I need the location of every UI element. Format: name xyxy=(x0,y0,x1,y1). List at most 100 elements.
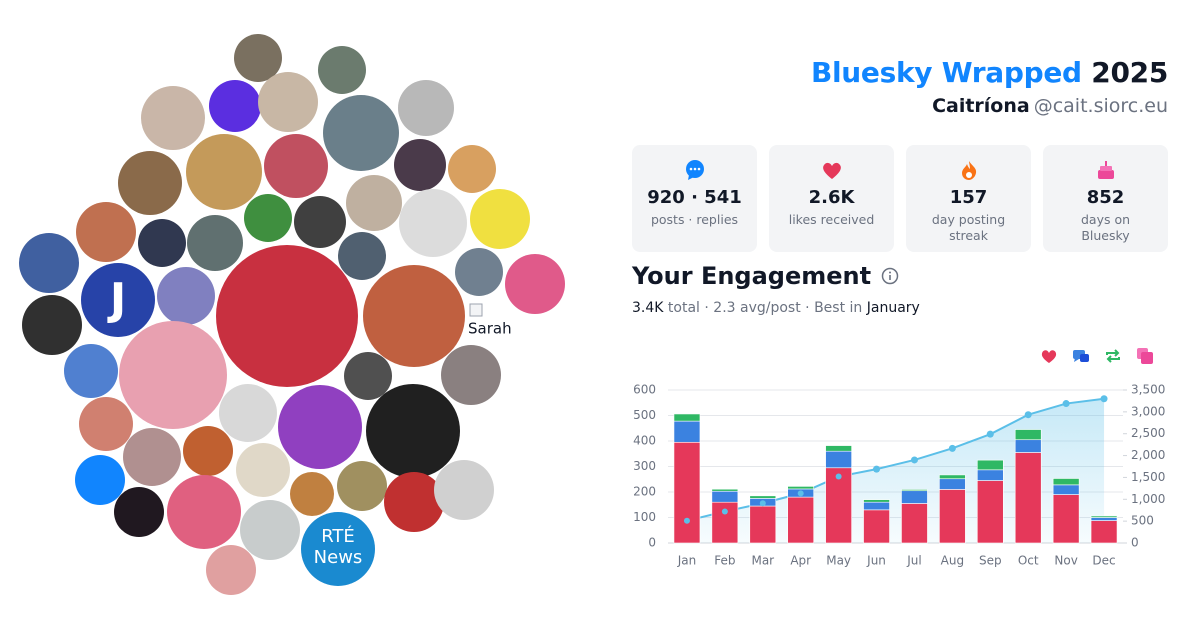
cumulative-point xyxy=(683,517,690,524)
legend-reposts[interactable] xyxy=(1104,347,1122,365)
avatar[interactable] xyxy=(470,189,530,249)
avatar[interactable] xyxy=(323,95,399,171)
bar-segment xyxy=(1090,517,1118,521)
avatar[interactable] xyxy=(186,134,262,210)
bar-segment xyxy=(976,469,1004,481)
avatar[interactable] xyxy=(19,233,79,293)
user: Caitríona @cait.siorc.eu xyxy=(811,95,1168,117)
bar-segment xyxy=(939,474,966,480)
y2-tick-label: 3,500 xyxy=(1131,383,1165,397)
avatar[interactable] xyxy=(258,72,318,132)
total-label: total xyxy=(667,300,700,316)
icon xyxy=(685,160,704,180)
best-label: Best in xyxy=(814,300,863,316)
cumulative-point xyxy=(1025,411,1032,418)
avatar[interactable] xyxy=(278,385,362,469)
bar-segment xyxy=(939,478,966,490)
icon xyxy=(961,161,976,180)
year: 2025 xyxy=(1091,56,1168,89)
legend-likes[interactable] xyxy=(1040,347,1058,365)
avatar[interactable] xyxy=(234,34,282,82)
handle[interactable]: @cait.siorc.eu xyxy=(1033,95,1168,117)
stat-label: days on Bluesky xyxy=(1080,212,1131,243)
legend-replies[interactable] xyxy=(1072,347,1090,365)
avatar[interactable] xyxy=(141,86,205,150)
avatar[interactable] xyxy=(209,80,261,132)
display-name: Caitríona xyxy=(932,95,1030,117)
avatar[interactable] xyxy=(344,352,392,400)
avatar[interactable] xyxy=(206,545,256,595)
engagement-section: Your Engagement 3.4K total · 2.3 avg/pos… xyxy=(632,262,920,316)
avatar[interactable] xyxy=(119,321,227,429)
y-tick-label: 100 xyxy=(633,510,656,524)
x-tick-label: Dec xyxy=(1092,554,1115,568)
info-icon[interactable] xyxy=(881,267,899,285)
avatar[interactable] xyxy=(216,245,358,387)
avatar[interactable] xyxy=(75,455,125,505)
avatar[interactable] xyxy=(294,196,346,248)
y-tick-label: 500 xyxy=(633,408,656,422)
avatar[interactable] xyxy=(114,487,164,537)
avatar[interactable] xyxy=(167,475,241,549)
y2-tick-label: 1,000 xyxy=(1131,492,1165,506)
bar-segment xyxy=(673,441,701,544)
bar-segment xyxy=(1090,520,1118,544)
y2-tick-label: 2,500 xyxy=(1131,426,1165,440)
avatar[interactable] xyxy=(338,232,386,280)
bar-segment xyxy=(1014,429,1042,441)
avatar[interactable] xyxy=(399,189,467,257)
x-tick-label: May xyxy=(826,554,851,568)
bar-segment xyxy=(1014,439,1042,453)
avatar[interactable] xyxy=(318,46,366,94)
bar-segment xyxy=(825,450,852,469)
avatar[interactable] xyxy=(123,428,181,486)
avatar[interactable] xyxy=(244,194,292,242)
avatar[interactable] xyxy=(394,139,446,191)
avatar[interactable] xyxy=(384,472,444,532)
avatar[interactable] xyxy=(138,219,186,267)
avatar[interactable] xyxy=(157,267,215,325)
legend-quotes[interactable] xyxy=(1136,347,1154,365)
x-tick-label: Feb xyxy=(714,554,735,568)
avatar[interactable] xyxy=(398,80,454,136)
avatar[interactable] xyxy=(363,265,465,367)
avatar[interactable] xyxy=(76,202,136,262)
avatar[interactable] xyxy=(236,443,290,497)
avatar[interactable] xyxy=(366,384,460,478)
cumulative-point xyxy=(721,508,728,515)
avatar[interactable] xyxy=(240,500,300,560)
y2-tick-label: 3,000 xyxy=(1131,404,1165,418)
avatar[interactable] xyxy=(301,512,375,586)
avatar[interactable] xyxy=(187,215,243,271)
cumulative-point xyxy=(759,500,766,507)
x-tick-label: Jul xyxy=(906,554,921,568)
avatar[interactable] xyxy=(337,461,387,511)
avatar[interactable] xyxy=(455,248,503,296)
avatar[interactable] xyxy=(290,472,334,516)
bar-segment xyxy=(976,459,1004,471)
avatar[interactable] xyxy=(183,426,233,476)
header: Bluesky Wrapped 2025 Caitríona @cait.sior… xyxy=(811,56,1168,117)
avatar[interactable] xyxy=(81,263,155,337)
x-tick-label: Oct xyxy=(1018,554,1039,568)
avatar[interactable] xyxy=(448,145,496,193)
avatar[interactable] xyxy=(264,134,328,198)
stat-label: posts · replies xyxy=(650,212,739,227)
cumulative-point xyxy=(1101,395,1108,402)
bar-segment xyxy=(673,420,701,443)
avatar[interactable] xyxy=(441,345,501,405)
bar-segment xyxy=(1052,478,1080,486)
broken-image-icon xyxy=(469,303,483,317)
avatar[interactable] xyxy=(22,295,82,355)
avatar[interactable] xyxy=(505,254,565,314)
avatar[interactable] xyxy=(79,397,133,451)
avatar[interactable] xyxy=(64,344,118,398)
avatar[interactable] xyxy=(118,151,182,215)
avatar[interactable] xyxy=(346,175,402,231)
avatar[interactable] xyxy=(219,384,277,442)
stat-value: 920 · 541 xyxy=(647,187,742,208)
avatar[interactable] xyxy=(434,460,494,520)
y-tick-label: 400 xyxy=(633,434,656,448)
